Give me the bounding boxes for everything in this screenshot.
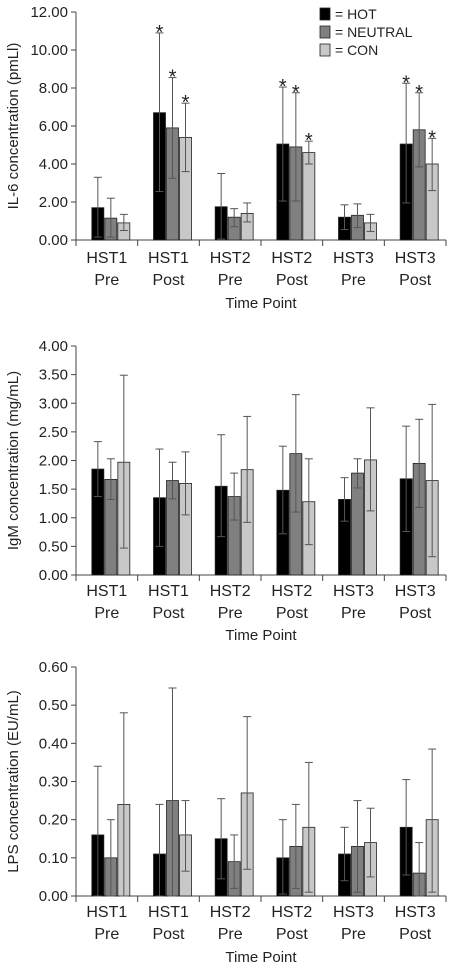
y-tick-label: 8.00 [39, 80, 68, 97]
x-axis-title: Time Point [225, 949, 297, 966]
x-tick-label: Pre [218, 272, 243, 289]
x-tick-label: Post [399, 272, 432, 289]
y-tick-label: 2.50 [39, 424, 68, 441]
y-tick-label: 0.50 [39, 697, 68, 714]
y-tick-label: 0.00 [39, 232, 68, 249]
chart-panel-1: 0.00 2.00 4.00 6.00 8.00 10.00 12.00 HST1 Pre HST… [5, 4, 447, 312]
significance-marker: * [292, 82, 300, 104]
x-tick-label: Pre [218, 605, 243, 622]
significance-marker: * [169, 67, 177, 89]
x-tick-label: Pre [94, 272, 119, 289]
x-tick-label: Post [152, 272, 185, 289]
x-tick-label: HST1 [86, 904, 127, 921]
x-tick-label: HST1 [148, 583, 189, 600]
x-tick-label: Post [276, 272, 309, 289]
y-tick-label: 6.00 [39, 118, 68, 135]
x-tick-label: Post [152, 605, 185, 622]
chart-panel-2: 0.00 0.50 1.00 1.50 2.00 2.50 3.00 3.50 4.00 HST1… [5, 338, 447, 644]
x-tick-label: Pre [341, 272, 366, 289]
x-tick-label: Post [399, 926, 432, 943]
y-tick-label: 4.00 [39, 338, 68, 355]
y-axis-title: IgM concentration (mg/mL) [5, 371, 22, 550]
y-tick-label: 2.00 [39, 453, 68, 470]
y-tick-label: 3.50 [39, 367, 68, 384]
y-tick-label: 0.40 [39, 735, 68, 752]
x-tick-label: HST3 [395, 250, 436, 267]
x-tick-label: HST3 [395, 583, 436, 600]
x-tick-label: HST1 [148, 250, 189, 267]
x-tick-label: HST2 [210, 250, 251, 267]
y-tick-label: 0.00 [39, 567, 68, 584]
y-tick-label: 1.00 [39, 510, 68, 527]
x-tick-label: HST3 [333, 904, 374, 921]
y-tick-label: 2.00 [39, 194, 68, 211]
x-tick-label: Post [399, 605, 432, 622]
x-tick-label: HST2 [271, 250, 312, 267]
significance-marker: * [415, 82, 423, 104]
x-tick-label: HST1 [86, 583, 127, 600]
significance-marker: * [182, 92, 190, 114]
y-tick-label: 0.00 [39, 888, 68, 905]
legend-swatch-hot [319, 7, 331, 21]
y-axis-title: IL-6 concentration (pmLl) [5, 43, 22, 210]
legend-label: = NEUTRAL [335, 24, 413, 40]
bar-con [302, 152, 316, 241]
significance-marker: * [402, 72, 410, 94]
x-tick-label: HST3 [333, 583, 374, 600]
x-tick-label: Pre [218, 926, 243, 943]
x-tick-label: HST2 [210, 904, 251, 921]
y-tick-label: 10.00 [30, 42, 68, 59]
x-tick-label: Post [276, 926, 309, 943]
chart-panel-3: 0.00 0.10 0.20 0.30 0.40 0.50 0.60 HST1 Pre HST1 P… [5, 659, 447, 966]
x-tick-label: HST2 [271, 904, 312, 921]
x-tick-label: Pre [341, 605, 366, 622]
significance-marker: * [156, 22, 164, 44]
legend-swatch-neutral [319, 25, 331, 39]
significance-marker: * [428, 127, 436, 149]
x-tick-label: Post [276, 605, 309, 622]
significance-marker: * [305, 130, 313, 152]
x-axis-title: Time Point [225, 295, 297, 312]
legend-swatch-con [319, 43, 331, 57]
y-tick-label: 1.50 [39, 481, 68, 498]
significance-marker: * [279, 76, 287, 98]
x-tick-label: HST2 [271, 583, 312, 600]
x-tick-label: Post [152, 926, 185, 943]
x-tick-label: HST1 [86, 250, 127, 267]
x-axis-title: Time Point [225, 627, 297, 644]
y-tick-label: 0.20 [39, 812, 68, 829]
y-tick-label: 0.50 [39, 538, 68, 555]
x-tick-label: Pre [94, 926, 119, 943]
x-tick-label: HST3 [395, 904, 436, 921]
x-tick-label: HST3 [333, 250, 374, 267]
x-tick-label: HST2 [210, 583, 251, 600]
y-tick-label: 0.60 [39, 659, 68, 676]
y-tick-label: 4.00 [39, 156, 68, 173]
x-tick-label: Pre [94, 605, 119, 622]
y-tick-label: 0.30 [39, 774, 68, 791]
y-tick-label: 3.00 [39, 395, 68, 412]
x-tick-label: Pre [341, 926, 366, 943]
x-tick-label: HST1 [148, 904, 189, 921]
y-axis-title: LPS concentration (EU/mL) [5, 690, 22, 873]
y-tick-label: 0.10 [39, 850, 68, 867]
y-tick-label: 12.00 [30, 4, 68, 21]
legend-label: = HOT [335, 6, 377, 22]
legend-label: = CON [335, 42, 378, 58]
